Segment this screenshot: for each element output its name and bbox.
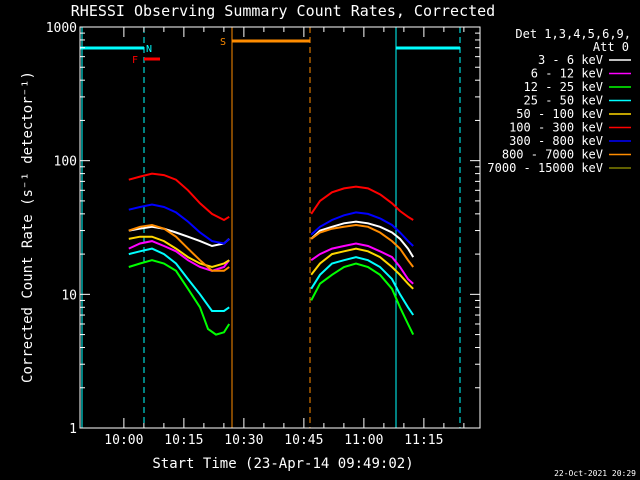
x-axis-label: Start Time (23-Apr-14 09:49:02) — [152, 456, 413, 472]
series-line — [128, 225, 230, 248]
y-tick-label: 1000 — [46, 21, 77, 36]
x-axis-ticks: 10:00 10:15 10:30 10:45 11:00 11:15 — [104, 27, 465, 448]
y-tick-label: 100 — [54, 155, 77, 170]
x-tick-label: 10:15 — [164, 433, 203, 448]
series-line — [310, 242, 414, 285]
series-line — [128, 259, 231, 336]
chart-title: RHESSI Observing Summary Count Rates, Co… — [71, 2, 495, 20]
series-line — [128, 203, 230, 245]
series-line — [128, 172, 230, 222]
series-line — [310, 211, 414, 247]
series-line — [128, 247, 230, 312]
y-tick-label: 10 — [61, 288, 77, 303]
legend-entry-label: 100 - 300 keV — [509, 121, 603, 135]
plot-frame — [79, 26, 481, 429]
x-tick-label: 11:00 — [344, 433, 383, 448]
legend-entry-label: 25 - 50 keV — [524, 94, 603, 108]
legend-entry-label: 800 - 7000 keV — [502, 148, 603, 162]
legend-entry-label: 7000 - 15000 keV — [487, 161, 603, 175]
legend-header-line-2: Att 0 — [593, 40, 629, 54]
legend-entry-label: 50 - 100 keV — [516, 107, 603, 121]
status-flag-bars: NF S — [80, 37, 460, 66]
timestamp: 22-Oct-2021 20:29 — [554, 469, 636, 478]
series-line — [310, 223, 414, 268]
y-axis-ticks: 1000 100 10 1 — [46, 21, 480, 437]
legend-entry-label: 300 - 800 keV — [509, 134, 603, 148]
y-tick-label: 1 — [69, 422, 77, 437]
series-line — [128, 223, 230, 272]
x-tick-label: 10:45 — [284, 433, 323, 448]
legend-entry-label: 3 - 6 keV — [538, 53, 603, 67]
y-axis-label: Corrected Count Rate (s⁻¹ detector⁻¹) — [20, 71, 36, 383]
legend-entry-label: 12 - 25 keV — [524, 80, 603, 94]
night-flag-label: N — [146, 44, 152, 55]
x-tick-label: 11:15 — [404, 433, 443, 448]
series-lines — [128, 172, 415, 336]
legend-header-line-1: Det 1,3,4,5,6,9, — [515, 27, 631, 41]
series-line — [128, 240, 230, 272]
saa-flag-label: S — [220, 37, 226, 48]
x-tick-label: 10:30 — [224, 433, 263, 448]
series-line — [310, 220, 415, 258]
series-line — [310, 247, 414, 290]
series-line — [128, 235, 230, 269]
x-tick-label: 10:00 — [104, 433, 143, 448]
series-line — [310, 185, 414, 221]
series-line — [310, 256, 415, 316]
series-line — [310, 262, 415, 336]
flare-flag-label: F — [132, 55, 138, 66]
legend-entry-label: 6 - 12 keV — [531, 67, 603, 81]
